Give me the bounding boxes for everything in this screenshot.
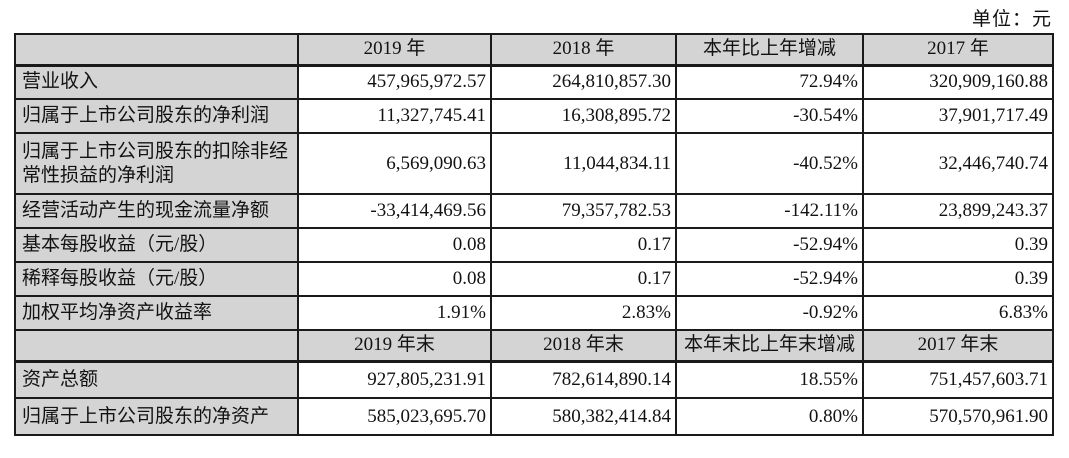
table-row-operating-cash-flow: 经营活动产生的现金流量净额 -33,414,469.56 79,357,782.… [14, 193, 1054, 229]
unit-label: 单位：元 [971, 9, 1052, 30]
value-2019: 11,327,745.41 [297, 98, 492, 134]
value-2019: -33,414,469.56 [297, 193, 492, 229]
value-2019: 0.08 [297, 261, 492, 297]
value-2018: 264,810,857.30 [490, 64, 677, 100]
table-row-net-assets: 归属于上市公司股东的净资产 585,023,695.70 580,382,414… [14, 397, 1054, 436]
metric-label: 营业收入 [14, 64, 299, 100]
metric-label: 稀释每股收益（元/股） [14, 261, 299, 297]
header-2019-end: 2019 年末 [297, 329, 492, 363]
table-row-basic-eps: 基本每股收益（元/股） 0.08 0.17 -52.94% 0.39 [14, 227, 1054, 263]
metric-label: 归属于上市公司股东的扣除非经常性损益的净利润 [14, 132, 299, 195]
value-2018: 0.17 [490, 261, 677, 297]
header-2018: 2018 年 [490, 33, 677, 67]
value-change: -40.52% [675, 132, 864, 195]
value-2019-end: 585,023,695.70 [297, 397, 492, 436]
metric-label: 资产总额 [14, 360, 299, 399]
table-row-diluted-eps: 稀释每股收益（元/股） 0.08 0.17 -52.94% 0.39 [14, 261, 1054, 297]
metric-label: 加权平均净资产收益率 [14, 295, 299, 331]
metric-label: 归属于上市公司股东的净利润 [14, 98, 299, 134]
value-2018-end: 782,614,890.14 [490, 360, 677, 399]
value-2017: 0.39 [862, 261, 1054, 297]
value-2017: 0.39 [862, 227, 1054, 263]
value-2017-end: 751,457,603.71 [862, 360, 1054, 399]
value-2017: 37,901,717.49 [862, 98, 1054, 134]
table-row-total-assets: 资产总额 927,805,231.91 782,614,890.14 18.55… [14, 360, 1054, 399]
metric-label: 归属于上市公司股东的净资产 [14, 397, 299, 436]
header-row-year: 2019 年 2018 年 本年比上年增减 2017 年 [14, 33, 1054, 67]
value-2019-end: 927,805,231.91 [297, 360, 492, 399]
header-row-yearend: 2019 年末 2018 年末 本年末比上年末增减 2017 年末 [14, 329, 1054, 363]
value-2017-end: 570,570,961.90 [862, 397, 1054, 436]
value-2019: 0.08 [297, 227, 492, 263]
value-2018: 79,357,782.53 [490, 193, 677, 229]
value-2019: 1.91% [297, 295, 492, 331]
table-row-net-profit-excl-nonrecurring: 归属于上市公司股东的扣除非经常性损益的净利润 6,569,090.63 11,0… [14, 132, 1054, 195]
value-change: 0.80% [675, 397, 864, 436]
header-yoy-change: 本年比上年增减 [675, 33, 864, 67]
header-2017: 2017 年 [862, 33, 1054, 67]
value-change: -142.11% [675, 193, 864, 229]
metric-label: 基本每股收益（元/股） [14, 227, 299, 263]
header-2019: 2019 年 [297, 33, 492, 67]
value-2019: 6,569,090.63 [297, 132, 492, 195]
value-change: -52.94% [675, 227, 864, 263]
value-change: 18.55% [675, 360, 864, 399]
table-row-net-profit: 归属于上市公司股东的净利润 11,327,745.41 16,308,895.7… [14, 98, 1054, 134]
table-row-revenue: 营业收入 457,965,972.57 264,810,857.30 72.94… [14, 64, 1054, 100]
value-change: -52.94% [675, 261, 864, 297]
value-2018: 2.83% [490, 295, 677, 331]
value-2018: 11,044,834.11 [490, 132, 677, 195]
value-change: 72.94% [675, 64, 864, 100]
table-row-weighted-avg-roe: 加权平均净资产收益率 1.91% 2.83% -0.92% 6.83% [14, 295, 1054, 331]
value-change: -30.54% [675, 98, 864, 134]
value-change: -0.92% [675, 295, 864, 331]
value-2018: 16,308,895.72 [490, 98, 677, 134]
corner-cell-blank [14, 329, 299, 363]
value-2017: 23,899,243.37 [862, 193, 1054, 229]
header-2017-end: 2017 年末 [862, 329, 1054, 363]
value-2019: 457,965,972.57 [297, 64, 492, 100]
corner-cell-blank [14, 33, 299, 67]
value-2018-end: 580,382,414.84 [490, 397, 677, 436]
header-yearend-change: 本年末比上年末增减 [675, 329, 864, 363]
header-2018-end: 2018 年末 [490, 329, 677, 363]
value-2017: 320,909,160.88 [862, 64, 1054, 100]
metric-label: 经营活动产生的现金流量净额 [14, 193, 299, 229]
key-financials-table: 2019 年 2018 年 本年比上年增减 2017 年 营业收入 457,96… [14, 33, 1054, 436]
value-2018: 0.17 [490, 227, 677, 263]
value-2017: 6.83% [862, 295, 1054, 331]
value-2017: 32,446,740.74 [862, 132, 1054, 195]
